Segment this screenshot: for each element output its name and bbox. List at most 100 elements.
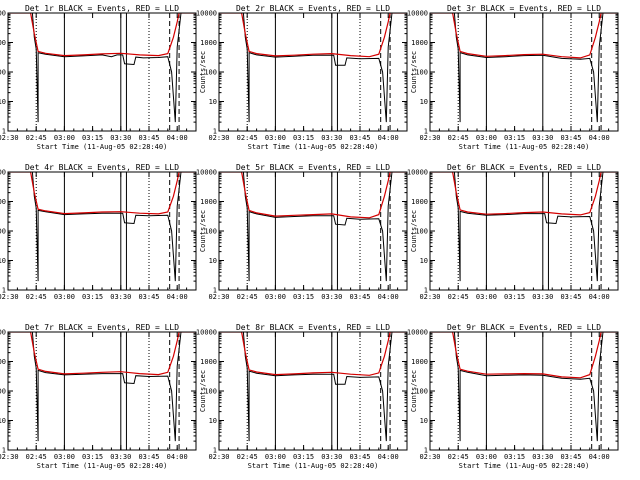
plot-area [430, 13, 618, 131]
x-tick-label: 04:00 [589, 134, 610, 142]
events-series-line [430, 172, 618, 282]
events-series-line [8, 172, 196, 282]
y-tick-label: 10000 [0, 10, 6, 18]
y-tick-label: 100 [0, 228, 6, 236]
y-axis-label: Counts/sec [199, 370, 207, 412]
events-series-line [219, 332, 407, 442]
x-tick-label: 04:00 [589, 453, 610, 461]
y-tick-label: 100 [204, 388, 217, 396]
plot-frame [7, 171, 197, 291]
y-tick-label: 1000 [0, 39, 6, 47]
x-tick-label: 03:15 [504, 453, 525, 461]
y-axis-label: Counts/sec [199, 51, 207, 93]
lld-series-line [430, 172, 618, 216]
chart-title: Det 1r BLACK = Events, RED = LLD [25, 4, 179, 13]
x-tick-label: 03:15 [82, 453, 103, 461]
x-tick-label: 02:45 [448, 293, 469, 301]
x-tick-label: 03:00 [265, 453, 286, 461]
y-axis-label: Counts/sec [410, 370, 418, 412]
x-tick-label: 04:00 [378, 134, 399, 142]
chart-panel-3: 1 10 100 1000 10000 02:30 02:45 03:00 03:15 03:30… [407, 4, 619, 151]
x-tick-label: 04:00 [378, 293, 399, 301]
y-tick-label: 10 [0, 417, 6, 425]
x-axis-label: Start Time (11-Aug-05 02:28:40) [37, 143, 168, 151]
chart-title: Det 9r BLACK = Events, RED = LLD [447, 323, 601, 332]
chart-title: Det 6r BLACK = Events, RED = LLD [447, 163, 601, 172]
x-tick-label: 03:30 [110, 134, 131, 142]
events-series-line [8, 13, 196, 123]
x-axis-label: Start Time (11-Aug-05 02:28:40) [459, 462, 590, 470]
x-tick-label: 02:45 [237, 134, 258, 142]
x-tick-label: 03:00 [54, 293, 75, 301]
events-series-line [430, 332, 618, 442]
x-tick-label: 02:30 [0, 293, 19, 301]
x-tick-label: 04:00 [167, 134, 188, 142]
chart-panel-2: 1 10 100 1000 10000 02:30 02:45 03:00 03:15 03:30… [196, 4, 408, 151]
x-tick-label: 02:30 [208, 134, 229, 142]
x-tick-label: 02:30 [0, 134, 19, 142]
chart-title: Det 4r BLACK = Events, RED = LLD [25, 163, 179, 172]
y-tick-label: 10000 [0, 329, 6, 337]
plot-area [219, 172, 407, 290]
plot-frame [218, 331, 408, 451]
chart-title: Det 7r BLACK = Events, RED = LLD [25, 323, 179, 332]
y-axis-label: Counts/sec [410, 210, 418, 252]
x-tick-label: 03:15 [82, 293, 103, 301]
x-tick-label: 03:30 [321, 453, 342, 461]
x-tick-label: 02:45 [26, 134, 47, 142]
y-tick-label: 10 [209, 257, 217, 265]
y-tick-label: 100 [0, 388, 6, 396]
y-tick-label: 1 [424, 447, 428, 455]
x-tick-label: 02:45 [26, 293, 47, 301]
x-tick-label: 03:45 [138, 293, 159, 301]
y-tick-label: 10 [420, 257, 428, 265]
plot-area [8, 13, 196, 131]
y-tick-label: 10 [420, 98, 428, 106]
chart-panel-1: 1 10 100 1000 10000 02:30 02:45 03:00 03:15 03:30… [0, 4, 197, 151]
lld-series-line [430, 332, 618, 379]
y-axis-label: Counts/sec [410, 51, 418, 93]
y-tick-label: 100 [204, 228, 217, 236]
lld-series-line [8, 13, 196, 57]
x-tick-label: 03:15 [293, 293, 314, 301]
y-tick-label: 1 [424, 128, 428, 136]
x-tick-label: 03:15 [504, 134, 525, 142]
plot-area [8, 332, 196, 450]
lld-series-line [219, 172, 407, 219]
x-tick-label: 02:30 [0, 453, 19, 461]
y-tick-label: 1000 [200, 358, 217, 366]
plot-frame [429, 12, 619, 132]
y-tick-label: 10 [209, 98, 217, 106]
y-tick-label: 1000 [200, 39, 217, 47]
lld-series-line [219, 13, 407, 58]
y-tick-label: 100 [415, 69, 428, 77]
y-tick-label: 1 [2, 287, 6, 295]
x-tick-label: 03:30 [110, 453, 131, 461]
chart-panel-6: 1 10 100 1000 10000 02:30 02:45 03:00 03:15 03:30… [407, 163, 619, 301]
chart-title: Det 3r BLACK = Events, RED = LLD [447, 4, 601, 13]
lld-series-line [430, 13, 618, 59]
x-tick-label: 03:00 [54, 134, 75, 142]
y-tick-label: 10000 [196, 10, 217, 18]
x-tick-label: 03:00 [476, 453, 497, 461]
x-tick-label: 03:30 [532, 134, 553, 142]
y-tick-label: 10000 [407, 10, 428, 18]
y-tick-label: 100 [204, 69, 217, 77]
x-tick-label: 03:00 [54, 453, 75, 461]
events-series-line [219, 13, 407, 123]
y-tick-label: 1 [424, 287, 428, 295]
y-tick-label: 1 [2, 447, 6, 455]
x-tick-label: 02:45 [237, 293, 258, 301]
x-tick-label: 02:30 [208, 453, 229, 461]
events-series-line [219, 172, 407, 282]
y-tick-label: 1 [2, 128, 6, 136]
y-tick-label: 1 [213, 287, 217, 295]
x-axis-label: Start Time (11-Aug-05 02:28:40) [248, 462, 379, 470]
x-tick-label: 04:00 [589, 293, 610, 301]
y-tick-label: 1000 [0, 198, 6, 206]
plot-frame [7, 12, 197, 132]
events-series-line [8, 332, 196, 442]
x-tick-label: 04:00 [378, 453, 399, 461]
x-axis-label: Start Time (11-Aug-05 02:28:40) [248, 143, 379, 151]
